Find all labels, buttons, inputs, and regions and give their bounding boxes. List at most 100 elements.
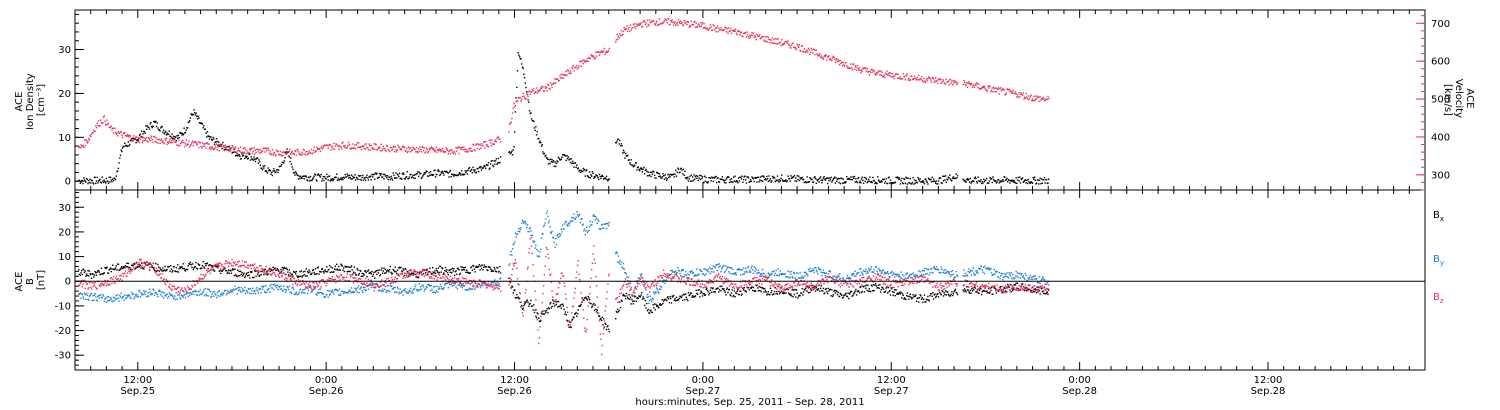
data-point <box>944 293 946 296</box>
data-point <box>800 292 803 294</box>
data-point <box>904 79 906 81</box>
data-point <box>728 27 730 29</box>
data-point <box>766 178 769 180</box>
data-point <box>223 149 226 152</box>
data-point <box>761 175 763 177</box>
data-point <box>896 176 899 178</box>
data-point <box>411 176 413 178</box>
data-point <box>992 293 994 295</box>
data-point <box>988 180 991 182</box>
data-point <box>491 269 493 271</box>
data-point <box>534 247 536 249</box>
data-point <box>824 178 826 180</box>
data-point <box>514 104 517 107</box>
data-point <box>593 214 595 216</box>
data-point <box>477 167 479 170</box>
data-point <box>150 135 153 137</box>
data-point <box>662 302 664 305</box>
data-point <box>119 269 121 271</box>
data-point <box>789 46 791 48</box>
data-point <box>529 93 531 96</box>
data-point <box>555 165 557 168</box>
data-point <box>430 285 432 287</box>
data-point <box>733 272 736 274</box>
data-point <box>646 19 649 21</box>
bottom-panel-data <box>78 210 1050 356</box>
data-point <box>546 210 548 212</box>
data-point <box>606 51 608 54</box>
data-point <box>909 177 911 180</box>
data-point <box>90 182 92 184</box>
data-point <box>687 176 689 178</box>
data-point <box>899 77 901 80</box>
data-point <box>264 291 266 294</box>
data-point <box>843 294 846 296</box>
data-point <box>445 147 447 149</box>
data-point <box>530 236 533 239</box>
data-point <box>230 289 232 292</box>
data-point <box>248 288 250 290</box>
data-point <box>508 131 510 133</box>
data-point <box>859 69 861 72</box>
data-point <box>510 152 512 154</box>
data-point <box>928 300 930 302</box>
data-point <box>675 296 678 298</box>
data-point <box>704 26 707 29</box>
data-point <box>451 151 454 153</box>
data-point <box>929 77 931 79</box>
data-point <box>776 38 778 40</box>
data-point <box>168 292 170 294</box>
data-point <box>369 145 371 147</box>
data-point <box>981 86 983 89</box>
data-point <box>721 285 723 287</box>
data-point <box>456 150 458 152</box>
data-point <box>476 266 478 268</box>
data-point <box>807 181 810 183</box>
data-point <box>824 288 827 291</box>
data-point <box>371 270 373 273</box>
data-point <box>967 289 969 291</box>
data-point <box>739 34 741 36</box>
data-point <box>591 305 594 308</box>
data-point <box>755 38 757 41</box>
data-point <box>301 276 303 278</box>
data-point <box>382 145 384 148</box>
data-point <box>628 282 630 284</box>
data-point <box>734 273 736 275</box>
data-point <box>306 179 308 181</box>
data-point <box>764 177 767 180</box>
data-point <box>315 179 317 181</box>
data-point <box>330 290 332 292</box>
data-point <box>465 283 467 285</box>
data-point <box>81 293 83 295</box>
data-point <box>944 175 947 177</box>
data-point <box>637 297 639 299</box>
data-point <box>1004 176 1006 178</box>
data-point <box>784 289 786 291</box>
data-point <box>521 222 523 224</box>
data-point <box>577 66 579 69</box>
data-point <box>282 154 284 157</box>
data-point <box>302 153 304 155</box>
data-point <box>156 293 158 296</box>
data-point <box>535 134 538 136</box>
data-point <box>471 269 473 271</box>
data-point <box>538 317 540 319</box>
data-point <box>275 287 278 289</box>
data-point <box>118 300 120 302</box>
data-point <box>177 294 179 296</box>
data-point <box>872 290 874 292</box>
data-point <box>1047 182 1049 184</box>
data-point <box>526 90 528 93</box>
data-point <box>865 177 867 179</box>
data-point <box>1012 289 1014 292</box>
data-point <box>83 292 86 294</box>
data-point <box>164 265 166 268</box>
data-point <box>213 138 215 140</box>
data-point <box>101 176 103 178</box>
data-point <box>130 297 132 299</box>
data-point <box>635 300 637 302</box>
data-point <box>601 51 603 54</box>
data-point <box>492 283 495 286</box>
data-point <box>582 223 584 225</box>
